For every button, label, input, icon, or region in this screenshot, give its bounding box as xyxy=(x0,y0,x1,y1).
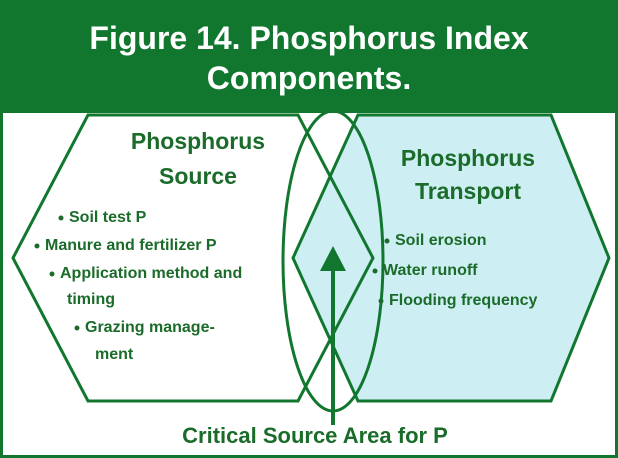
bullet xyxy=(378,298,384,304)
group-heading: Transport xyxy=(415,178,521,204)
group-heading: Phosphorus xyxy=(131,128,265,154)
list-item: Grazing manage- xyxy=(85,319,215,336)
bullet xyxy=(74,325,80,331)
bullet xyxy=(58,215,64,221)
group-heading: Source xyxy=(159,163,237,189)
transport-hexagon xyxy=(291,113,611,403)
list-item: Soil test P xyxy=(69,209,147,226)
list-item: Flooding frequency xyxy=(389,292,538,309)
bullet xyxy=(34,243,40,249)
list-item: Water runoff xyxy=(383,262,478,279)
source-hexagon xyxy=(11,113,375,403)
bullet xyxy=(384,238,390,244)
bullet xyxy=(372,268,378,274)
bullet xyxy=(49,271,55,277)
source-hexagon-fill xyxy=(13,115,373,401)
group-heading: Phosphorus xyxy=(401,145,535,171)
figure-title: Figure 14. Phosphorus Index Components. xyxy=(3,3,615,113)
list-item: Manure and fertilizer P xyxy=(45,237,217,254)
list-item: Soil erosion xyxy=(395,232,487,249)
list-item: timing xyxy=(67,291,115,308)
arrow-head xyxy=(320,246,346,271)
diagram: Critical Source Area for P Phosphorus Sou… xyxy=(11,109,611,448)
footer-label: Critical Source Area for P xyxy=(182,423,448,448)
list-item: Application method and xyxy=(60,265,242,282)
list-item: ment xyxy=(95,346,134,363)
